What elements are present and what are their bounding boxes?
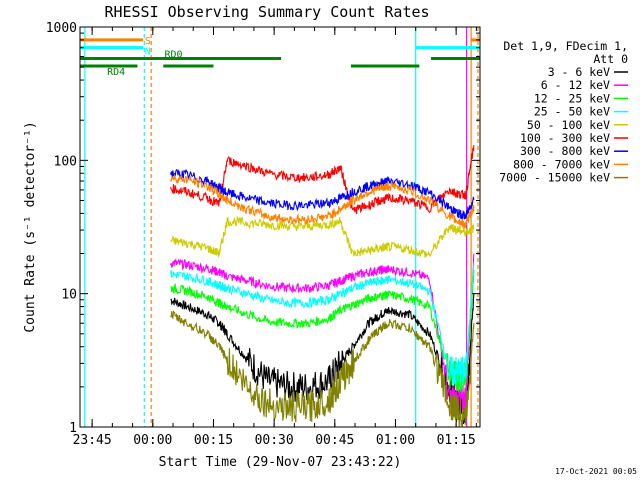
legend-header-line-1: Det 1,9, FDecim 1, (503, 39, 628, 53)
y-tick-label: 1 (69, 421, 77, 436)
series-line-5 (170, 145, 475, 214)
x-tick-label: 00:15 (194, 433, 233, 448)
legend-entry-label-0: 3 - 6 keV (548, 65, 610, 79)
legend-header-line-2: Att 0 (593, 52, 628, 66)
y-tick-label: 1000 (46, 21, 77, 36)
plot-frame (79, 26, 481, 428)
legend-entry-label-3: 25 - 50 keV (534, 105, 610, 119)
legend-entry-label-8: 7000 - 15000 keV (499, 171, 610, 185)
series-line-1 (170, 253, 475, 416)
x-axis-label: Start Time (29-Nov-07 23:43:22) (159, 455, 402, 470)
x-tick-label: 01:15 (437, 433, 476, 448)
x-tick-label: 00:00 (133, 433, 172, 448)
chart-title: RHESSI Observing Summary Count Rates (104, 3, 429, 21)
series-line-6 (170, 168, 475, 220)
x-tick-label: 00:30 (255, 433, 294, 448)
series-line-8 (170, 310, 475, 427)
series-line-2 (170, 270, 475, 393)
x-tick-label: 00:45 (315, 433, 354, 448)
axes: 1 10 100 1000 23:45 00:00 00:15 00:30 00:45 01:00… (46, 21, 480, 448)
legend-entry-label-5: 100 - 300 keV (520, 131, 610, 145)
y-tick-label: 10 (61, 288, 77, 303)
x-tick-label: 23:45 (73, 433, 112, 448)
flag-label-rd4: RD4 (107, 67, 125, 78)
flag-label-s: S (145, 36, 151, 47)
footer-timestamp: 17-Oct-2021 00:05 (555, 467, 637, 476)
legend-entry-label-1: 6 - 12 keV (541, 78, 610, 92)
series-line-4 (170, 215, 475, 259)
flag-label-n: N (145, 47, 151, 58)
y-tick-label: 100 (54, 154, 77, 169)
x-tick-label: 01:00 (376, 433, 415, 448)
flag-label-rd0: RD0 (165, 50, 183, 61)
series-line-7 (170, 173, 475, 229)
legend-entry-label-4: 50 - 100 keV (527, 118, 610, 132)
plot-area: SN RD0 RD4 (80, 27, 480, 427)
series-line-3 (170, 262, 475, 387)
legend-entry-label-6: 300 - 800 keV (520, 144, 610, 158)
legend-entry-label-2: 12 - 25 keV (534, 91, 610, 105)
y-axis-label: Count Rate (s⁻¹ detector⁻¹) (23, 121, 38, 332)
legend-entry-label-7: 800 - 7000 keV (513, 157, 610, 171)
